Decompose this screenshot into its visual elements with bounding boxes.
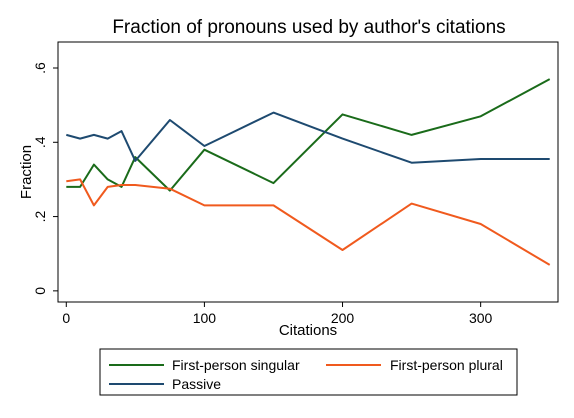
series-line-passive (66, 111, 550, 164)
legend-item-passive: Passive (109, 376, 221, 392)
x-tick-label: 300 (469, 310, 493, 326)
plot-area-frame (57, 41, 559, 303)
series-line-first-person-singular (66, 78, 551, 192)
y-tick-label: .4 (32, 136, 48, 148)
legend: First-person singular First-person plura… (99, 348, 518, 396)
chart-title: Fraction of pronouns used by author's ci… (112, 17, 505, 38)
x-axis-label: Citations (279, 322, 337, 339)
y-axis: 0 .2 .4 .6 (32, 62, 58, 295)
legend-item-first-person-singular: First-person singular (109, 357, 300, 373)
x-tick-label: 100 (193, 310, 217, 326)
legend-item-first-person-plural: First-person plural (326, 357, 503, 373)
y-tick-label: .6 (32, 62, 48, 74)
legend-box (99, 348, 518, 396)
legend-label-first-person-plural: First-person plural (390, 357, 503, 373)
legend-label-first-person-singular: First-person singular (172, 357, 300, 373)
x-axis: 0 100 200 300 (62, 302, 493, 326)
legend-label-passive: Passive (172, 376, 221, 392)
y-axis-label: Fraction (18, 145, 35, 199)
x-tick-label: 0 (62, 310, 70, 326)
series-line-first-person-plural (66, 178, 551, 266)
x-tick-label: 200 (331, 310, 355, 326)
y-tick-label: .2 (32, 211, 48, 223)
series-lines (66, 78, 551, 266)
y-tick-label: 0 (32, 287, 48, 295)
